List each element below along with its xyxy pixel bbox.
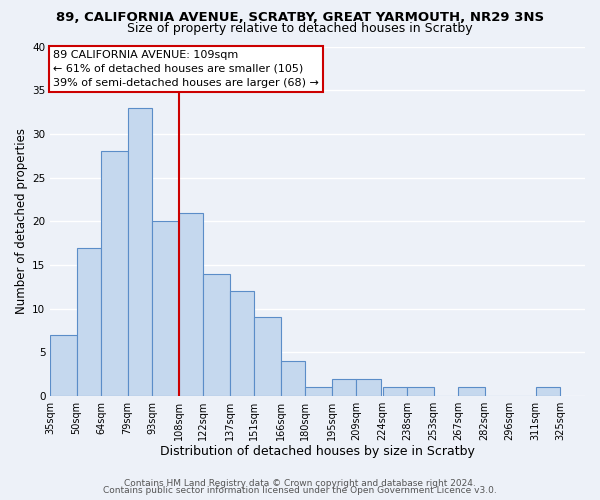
Text: Contains HM Land Registry data © Crown copyright and database right 2024.: Contains HM Land Registry data © Crown c… bbox=[124, 478, 476, 488]
Bar bbox=[254, 318, 281, 396]
Text: Contains public sector information licensed under the Open Government Licence v3: Contains public sector information licen… bbox=[103, 486, 497, 495]
Bar bbox=[152, 222, 179, 396]
Bar bbox=[407, 388, 434, 396]
Bar bbox=[383, 388, 407, 396]
X-axis label: Distribution of detached houses by size in Scratby: Distribution of detached houses by size … bbox=[160, 444, 475, 458]
Bar bbox=[101, 152, 128, 396]
Bar bbox=[203, 274, 230, 396]
Text: 89 CALIFORNIA AVENUE: 109sqm
← 61% of detached houses are smaller (105)
39% of s: 89 CALIFORNIA AVENUE: 109sqm ← 61% of de… bbox=[53, 50, 319, 88]
Bar bbox=[230, 291, 254, 396]
Bar bbox=[356, 378, 381, 396]
Bar bbox=[77, 248, 101, 396]
Text: Size of property relative to detached houses in Scratby: Size of property relative to detached ho… bbox=[127, 22, 473, 35]
Bar bbox=[179, 212, 203, 396]
Bar bbox=[281, 361, 305, 396]
Bar bbox=[536, 388, 560, 396]
Bar bbox=[128, 108, 152, 396]
Bar bbox=[458, 388, 485, 396]
Y-axis label: Number of detached properties: Number of detached properties bbox=[15, 128, 28, 314]
Bar bbox=[332, 378, 356, 396]
Bar bbox=[50, 335, 77, 396]
Bar bbox=[305, 388, 332, 396]
Text: 89, CALIFORNIA AVENUE, SCRATBY, GREAT YARMOUTH, NR29 3NS: 89, CALIFORNIA AVENUE, SCRATBY, GREAT YA… bbox=[56, 11, 544, 24]
